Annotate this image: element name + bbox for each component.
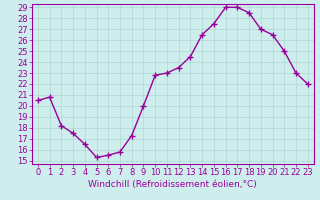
X-axis label: Windchill (Refroidissement éolien,°C): Windchill (Refroidissement éolien,°C) — [88, 180, 257, 189]
